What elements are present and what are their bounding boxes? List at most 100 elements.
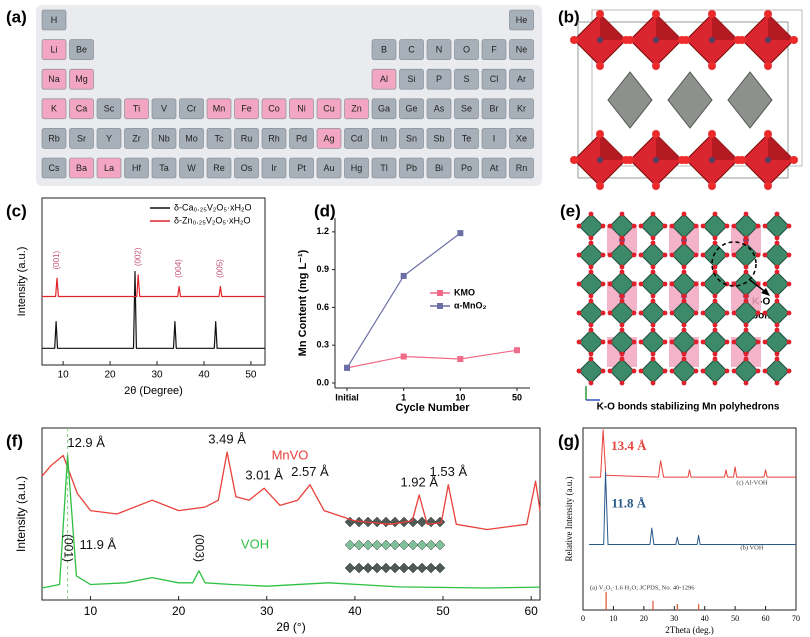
x-tick-label: 1 (401, 392, 406, 402)
mn-octahedron (640, 213, 666, 239)
o-atom (588, 327, 594, 333)
o-atom (669, 223, 675, 229)
o-atom (662, 223, 668, 229)
element-cell (344, 98, 369, 120)
x-tick-label: 60 (762, 614, 770, 623)
element-cell (509, 128, 534, 149)
series-line (42, 270, 265, 349)
x-axis-label: 2Theta (deg.) (665, 625, 713, 635)
layer-polyhedron (398, 539, 410, 551)
o-atom (731, 223, 737, 229)
series-line (589, 471, 796, 545)
o-atom (638, 339, 644, 345)
marker (457, 356, 464, 363)
mn-octahedron (578, 271, 604, 297)
o-atom (619, 351, 625, 357)
o-atom (682, 36, 690, 44)
element-symbol: B (381, 44, 387, 54)
o-atom (743, 298, 749, 304)
element-cell (454, 39, 479, 60)
series-label: VOH (241, 536, 269, 551)
o-atom (638, 281, 644, 287)
x-tick-label: Initial (335, 392, 359, 402)
o-atom (762, 252, 768, 258)
o-atom (631, 339, 637, 345)
layer-polyhedron (380, 516, 392, 528)
o-atom (619, 264, 625, 270)
element-symbol: C (408, 44, 415, 54)
x-tick-label: 10 (84, 604, 98, 618)
layer-polyhedron (389, 562, 401, 574)
o-atom (755, 252, 761, 258)
o-atom (631, 252, 637, 258)
o-atom (619, 327, 625, 333)
panel-label: (d) (314, 201, 336, 220)
element-cell (399, 39, 424, 60)
o-atom (588, 380, 594, 386)
mn-octahedron (702, 358, 728, 384)
o-atom (619, 240, 625, 246)
o-atom (588, 322, 594, 328)
series-label: (b) VOH (740, 544, 763, 551)
o-atom (681, 211, 687, 217)
element-symbol: Na (48, 74, 60, 84)
caption: K-O bonds stabilizing Mn polyhedrons (597, 402, 780, 413)
o-atom (600, 310, 606, 316)
element-cell (426, 128, 452, 149)
element-symbol: As (434, 104, 445, 114)
layer-polyhedron (407, 516, 419, 528)
o-atom (712, 298, 718, 304)
o-atom (588, 356, 594, 362)
layer-polyhedron (371, 562, 383, 574)
o-atom (743, 322, 749, 328)
element-cell (96, 128, 122, 149)
tunnel-structure (576, 211, 792, 401)
element-cell (509, 9, 534, 31)
o-atom (708, 10, 716, 18)
element-cell (41, 9, 67, 31)
element-cell (399, 128, 424, 149)
o-atom (764, 182, 772, 190)
series-label: MnVO (272, 447, 309, 462)
o-atom (650, 356, 656, 362)
element-symbol: In (380, 133, 388, 143)
o-atom (662, 368, 668, 374)
gray-octahedron (607, 71, 653, 129)
element-cell (399, 68, 424, 90)
element-symbol: Sr (77, 133, 86, 143)
series-label: (c) Al-VOH (736, 479, 768, 486)
element-symbol: Te (462, 133, 472, 143)
o-atom (693, 281, 699, 287)
o-atom (588, 235, 594, 241)
o-atom (774, 298, 780, 304)
mn-atom (709, 37, 715, 43)
element-symbol: Cu (323, 104, 335, 114)
o-atom (669, 252, 675, 258)
peak-label: (001) (61, 534, 75, 562)
annotation: 1.53 Å (430, 464, 468, 479)
annotation: 11.8 Å (612, 496, 647, 511)
mn-atom (653, 157, 659, 163)
o-atom (650, 211, 656, 217)
mn-octahedron (640, 300, 666, 326)
annotation: 3.01 Å (245, 468, 283, 483)
element-symbol: Be (76, 44, 87, 54)
series-line (346, 349, 518, 369)
layer-polyhedron (425, 516, 437, 528)
o-atom (681, 264, 687, 270)
layer-polyhedron (344, 539, 356, 551)
element-cell (41, 39, 67, 60)
element-cell (371, 39, 397, 60)
o-atom (650, 240, 656, 246)
o-atom (588, 351, 594, 357)
o-atom (762, 368, 768, 374)
o-atom (652, 130, 660, 138)
mn-octahedron (640, 358, 666, 384)
o-atom (755, 339, 761, 345)
x-tick-label: 50 (436, 604, 450, 618)
mn-octahedron (702, 300, 728, 326)
octahedron-face (712, 134, 738, 160)
o-atom (607, 223, 613, 229)
o-atom (774, 269, 780, 275)
inset-structure (344, 516, 446, 574)
